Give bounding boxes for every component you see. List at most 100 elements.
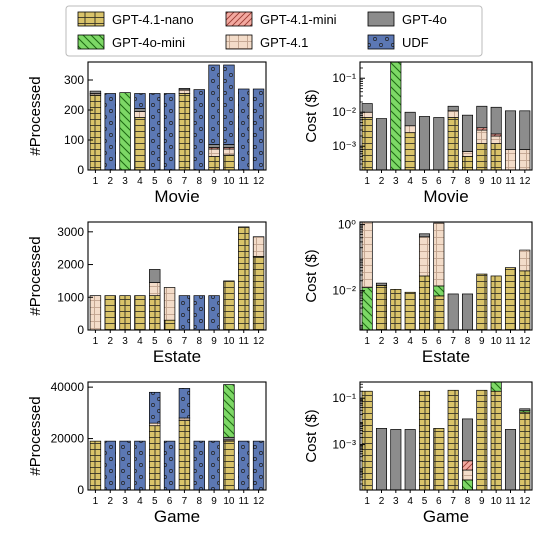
x-tick-label: 5 <box>152 176 158 187</box>
bar-9-nano <box>476 273 488 331</box>
bar-11-gpt4o <box>504 110 517 150</box>
bar-1-nano <box>89 440 102 491</box>
x-tick-label: 10 <box>223 336 235 347</box>
bar-10-nano <box>490 275 502 331</box>
bar-12-gpt41 <box>519 249 531 272</box>
x-tick-label: 6 <box>167 336 173 347</box>
legend-item-gpt41: GPT-4.1 <box>225 34 308 50</box>
x-tick-label: 12 <box>253 336 265 347</box>
y-tick-label: 0 <box>77 323 84 337</box>
bar-10-nano <box>490 143 502 171</box>
x-tick-label: 1 <box>93 496 99 507</box>
x-tick-label: 11 <box>505 336 516 347</box>
bar-4-udf <box>134 93 146 109</box>
bar-5-nano <box>149 295 161 331</box>
bar-8-gpt41 <box>461 469 474 481</box>
x-tick-label: 1 <box>364 496 370 507</box>
x-tick-label: 11 <box>239 496 250 507</box>
x-tick-label: 11 <box>505 176 516 187</box>
x-tick-label: 4 <box>137 496 143 507</box>
y-axis-title: #Processed <box>27 76 44 155</box>
legend-swatch-mini4o <box>77 34 105 50</box>
bar-7-nano <box>447 389 459 491</box>
x-tick-label: 7 <box>450 336 456 347</box>
y-tick-label: 10⁻² <box>332 105 356 119</box>
bar-10-gpt4o <box>223 436 235 441</box>
bar-9-nano <box>208 156 220 171</box>
bar-8-gpt4o <box>461 418 474 462</box>
bar-12-gpt41 <box>519 149 531 171</box>
bar-10-gpt41 <box>490 135 502 144</box>
x-tick-label: 4 <box>407 496 413 507</box>
bar-10-mini4o <box>223 384 235 438</box>
bar-6-mini4o <box>433 285 445 297</box>
x-tick-label: 4 <box>137 336 143 347</box>
bar-5-gpt41 <box>418 236 431 277</box>
bar-8-mini41 <box>461 460 474 471</box>
x-tick-label: 3 <box>122 496 128 507</box>
x-tick-label: 3 <box>122 176 128 187</box>
y-tick-label: 10⁻² <box>332 284 356 298</box>
x-tick-label: 7 <box>182 496 188 507</box>
x-axis-title: Estate <box>153 347 201 366</box>
bar-6-nano <box>433 428 445 491</box>
bar-8-mini4o <box>461 479 474 491</box>
x-tick-label: 7 <box>182 176 188 187</box>
bar-9-gpt4o <box>208 144 220 148</box>
x-tick-label: 8 <box>196 496 202 507</box>
bar-12-nano <box>519 270 531 331</box>
legend-item-nano: GPT-4.1-nano <box>77 11 194 27</box>
y-tick-label: 40000 <box>51 380 85 394</box>
bar-7-nano <box>447 117 459 171</box>
x-tick-label: 9 <box>211 176 217 187</box>
bar-5-gpt4o <box>418 233 431 238</box>
bar-5-nano <box>418 275 431 331</box>
legend-swatch-udf <box>367 34 395 50</box>
x-tick-label: 9 <box>211 336 217 347</box>
x-tick-label: 7 <box>182 336 188 347</box>
x-tick-label: 8 <box>196 176 202 187</box>
x-tick-label: 2 <box>379 176 385 187</box>
bar-6-gpt41 <box>433 222 445 287</box>
x-tick-label: 3 <box>393 496 399 507</box>
y-axis-title: #Processed <box>27 396 44 475</box>
x-tick-label: 8 <box>465 336 471 347</box>
bar-11-gpt4o <box>504 429 517 491</box>
x-axis-title: Movie <box>154 187 199 206</box>
bar-4-nano <box>404 132 416 171</box>
bar-9-udf <box>208 295 220 331</box>
bar-10-mini4o <box>490 381 502 392</box>
x-tick-label: 4 <box>137 176 143 187</box>
y-tick-label: 300 <box>64 73 84 87</box>
bar-3-gpt4o <box>390 429 402 491</box>
x-tick-label: 1 <box>93 336 99 347</box>
bar-7-udf <box>178 295 191 331</box>
bar-5-nano <box>149 425 161 491</box>
bar-1-nano <box>361 117 373 171</box>
y-tick-label: 0 <box>77 483 84 497</box>
x-tick-label: 11 <box>239 176 250 187</box>
y-tick-label: 3000 <box>57 225 84 239</box>
bar-1-gpt4o <box>361 103 373 113</box>
y-tick-label: 2000 <box>57 258 84 272</box>
bar-3-nano <box>390 289 402 331</box>
axes-frame <box>87 61 267 171</box>
legend-swatch-gpt4o <box>367 11 395 27</box>
y-axis-title: Cost ($) <box>303 89 320 142</box>
bar-5-udf <box>149 391 161 424</box>
bar-7-nano <box>178 93 191 171</box>
bar-2-udf <box>104 93 116 171</box>
bar-8-gpt4o <box>461 114 474 152</box>
x-tick-label: 3 <box>122 336 128 347</box>
y-tick-label: 10⁻¹ <box>332 391 356 405</box>
bar-5-gpt4o <box>149 269 161 283</box>
bar-11-nano <box>238 226 250 331</box>
bar-7-gpt4o <box>447 293 459 331</box>
bar-8-udf <box>193 440 205 491</box>
